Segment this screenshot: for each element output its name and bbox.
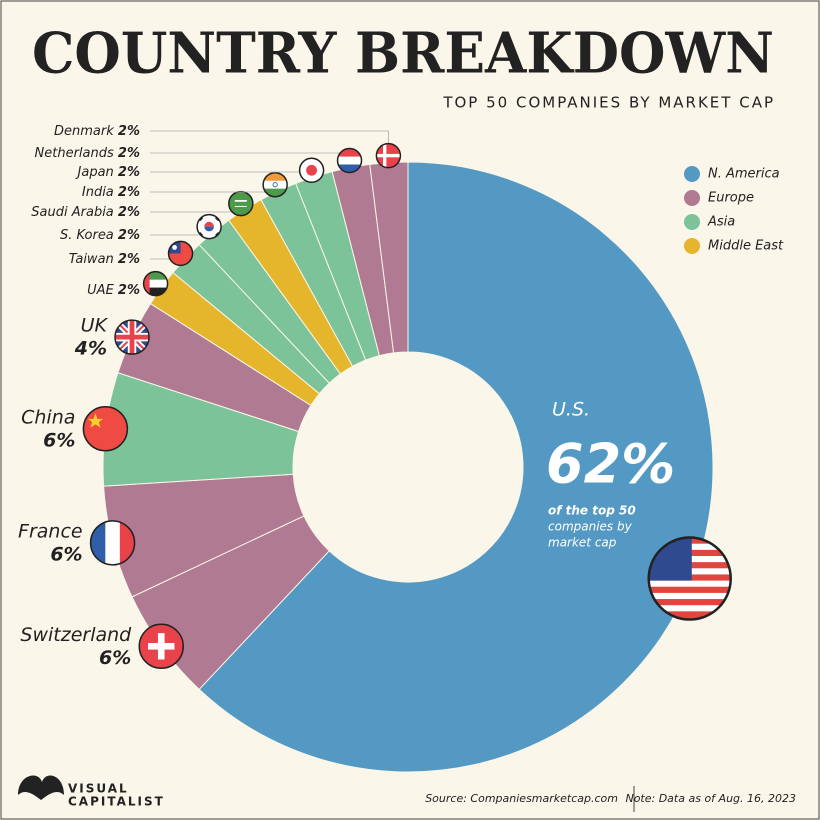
legend-swatch — [684, 166, 700, 182]
value-label: 2% — [118, 165, 140, 180]
value-label: 2% — [118, 283, 140, 298]
value-label: 2% — [118, 185, 140, 200]
source: Source: Companiesmarketcap.com — [425, 792, 618, 805]
value-label: 6% — [43, 429, 75, 451]
note: Note: Data as of Aug. 16, 2023 — [625, 792, 796, 805]
legend-swatch — [684, 190, 700, 206]
legend-swatch — [684, 214, 700, 230]
chart-subtitle: TOP 50 COMPANIES BY MARKET CAP — [442, 94, 775, 112]
flag-border — [336, 147, 363, 174]
data-label: India 2% — [82, 185, 140, 200]
flags — [82, 130, 732, 670]
country-label: Switzerland — [20, 624, 132, 646]
value-label: 62% — [546, 433, 675, 496]
logo: VISUAL CAPITALIST — [18, 775, 165, 809]
annotation: companies by — [548, 520, 633, 534]
data-label: S. Korea 2% — [60, 228, 140, 243]
slice — [198, 161, 714, 773]
flag-border — [114, 319, 150, 355]
leader-line — [150, 130, 389, 144]
flag-border — [167, 240, 194, 267]
flag-border — [228, 190, 254, 217]
flag-border — [375, 142, 402, 169]
country-label: France — [18, 520, 83, 542]
flag-border — [89, 520, 136, 566]
annotation: market cap — [548, 536, 617, 550]
data-label: Denmark 2% — [54, 124, 140, 139]
data-label: UAE 2% — [87, 283, 140, 298]
country-label: Netherlands — [35, 146, 114, 161]
value-label: 6% — [99, 647, 131, 669]
flag-border — [82, 406, 129, 452]
logo-text: VISUAL — [68, 782, 129, 796]
annotation: of the top 50 — [548, 504, 636, 518]
chart-title: COUNTRY BREAKDOWN — [32, 21, 774, 87]
legend-label: Middle East — [708, 239, 784, 254]
value-label: 2% — [118, 252, 140, 267]
country-label: Taiwan — [69, 252, 114, 267]
legend-label: N. America — [708, 167, 780, 182]
legend-label: Europe — [708, 191, 754, 206]
flag-border — [262, 171, 288, 198]
country-label: UAE — [87, 283, 114, 298]
data-label: Taiwan 2% — [69, 252, 140, 267]
data-label: Netherlands 2% — [35, 146, 140, 161]
country-label: China — [21, 406, 75, 428]
value-label: 2% — [118, 205, 140, 220]
legend-label: Asia — [707, 215, 735, 230]
country-label: Saudi Arabia — [31, 205, 114, 220]
value-label: 2% — [118, 146, 140, 161]
logo-icon — [18, 775, 64, 800]
value-label: 2% — [118, 228, 140, 243]
flag-border — [196, 213, 222, 240]
country-label: UK — [81, 315, 109, 337]
flag-border — [138, 623, 184, 670]
country-label: S. Korea — [60, 228, 114, 243]
data-label: Japan 2% — [75, 165, 140, 180]
value-label: 2% — [118, 124, 140, 139]
flag-border — [647, 536, 732, 621]
value-label: 4% — [74, 338, 107, 360]
data-label: Saudi Arabia 2% — [31, 205, 140, 220]
country-label: U.S. — [552, 399, 590, 421]
flag-border — [298, 157, 325, 184]
country-label: India — [82, 185, 114, 200]
flag-border — [142, 270, 169, 297]
value-label: 6% — [50, 543, 82, 565]
logo-text: CAPITALIST — [68, 795, 165, 809]
country-label: Japan — [75, 165, 114, 180]
country-label: Denmark — [54, 124, 114, 139]
legend-swatch — [684, 238, 700, 254]
